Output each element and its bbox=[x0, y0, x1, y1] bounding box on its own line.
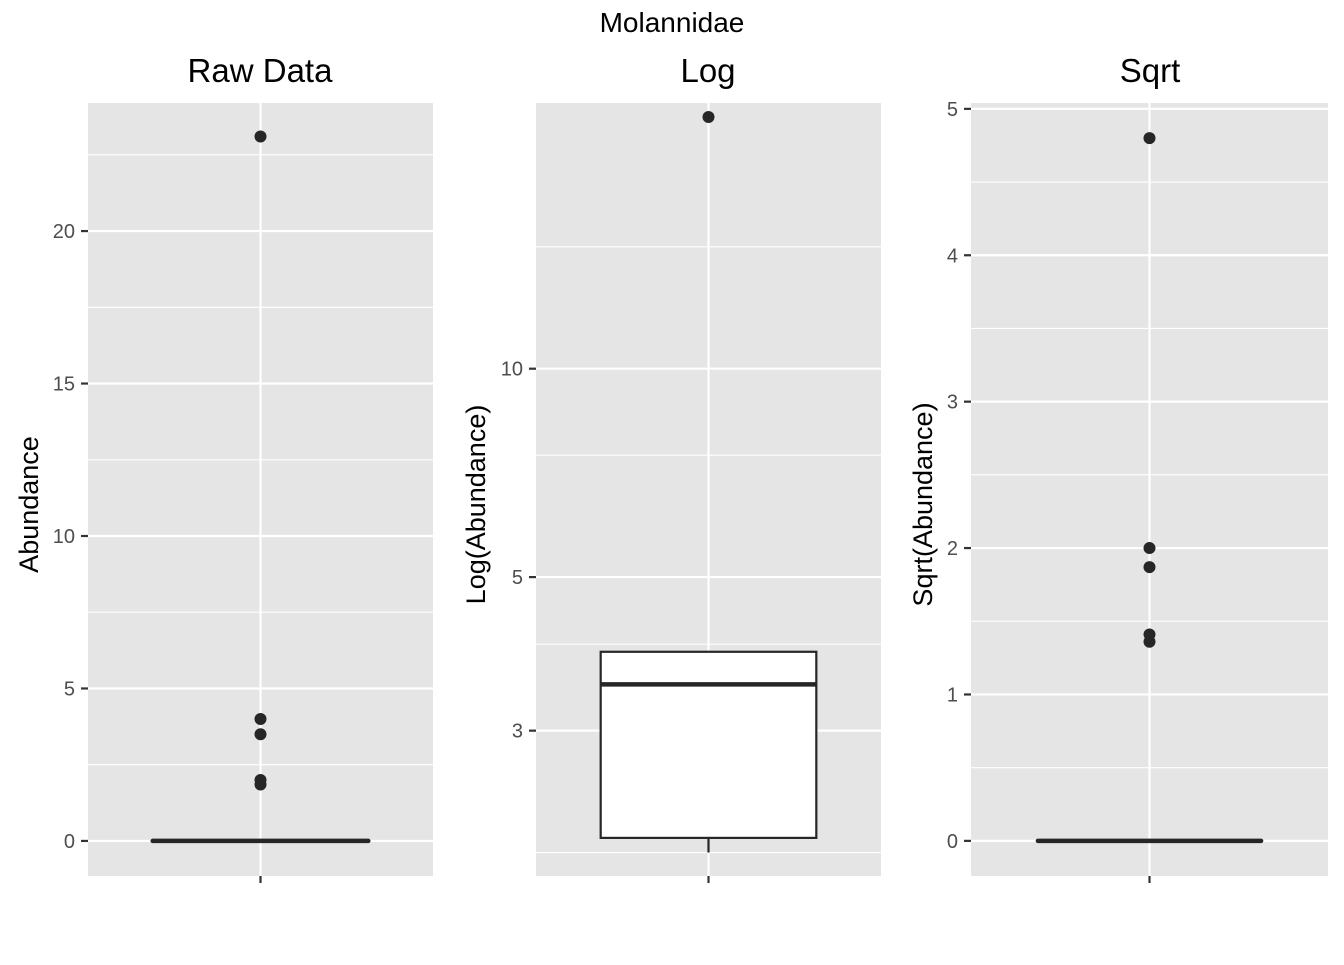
outlier-point bbox=[254, 130, 267, 143]
outlier-point bbox=[1143, 628, 1156, 641]
y-tick-label: 10 bbox=[501, 359, 523, 381]
outlier-point bbox=[254, 728, 267, 741]
y-tick-label: 20 bbox=[53, 221, 75, 243]
outlier-point bbox=[1143, 542, 1156, 555]
y-axis-label: Sqrt(Abundance) bbox=[908, 402, 938, 606]
y-tick-label: 3 bbox=[947, 392, 958, 414]
outlier-point bbox=[1143, 561, 1156, 574]
panel-2: 3 5 10 Log Log(Abundance) bbox=[461, 52, 881, 883]
y-tick-label: 3 bbox=[512, 721, 523, 743]
y-tick-label: 1 bbox=[947, 684, 958, 706]
outlier-point bbox=[254, 712, 267, 725]
panel-title: Sqrt bbox=[1120, 52, 1181, 89]
y-axis-label: Abundance bbox=[14, 436, 44, 573]
y-tick-label: 5 bbox=[512, 567, 523, 589]
panel-3: 0 1 2 3 4 5 Sqrt Sqrt(Abundance) bbox=[908, 52, 1328, 883]
y-tick-label: 0 bbox=[64, 831, 75, 853]
y-tick-label: 15 bbox=[53, 374, 75, 396]
y-axis-label: Log(Abundance) bbox=[461, 405, 491, 605]
y-tick-label: 10 bbox=[53, 526, 75, 548]
outlier-point bbox=[254, 773, 267, 786]
y-tick-label: 5 bbox=[947, 99, 958, 121]
panel-title: Raw Data bbox=[188, 52, 334, 89]
box-iqr bbox=[599, 650, 818, 839]
y-tick-label: 4 bbox=[947, 245, 958, 267]
panel-1: 0 5 10 15 20 Raw Data Abundance bbox=[14, 52, 433, 883]
y-tick-label: 2 bbox=[947, 538, 958, 560]
figure-title: Molannidae bbox=[600, 7, 745, 38]
y-tick-label: 0 bbox=[947, 831, 958, 853]
outlier-point bbox=[1143, 132, 1156, 145]
outlier-point bbox=[702, 110, 715, 123]
y-tick-label: 5 bbox=[64, 678, 75, 700]
panel-title: Log bbox=[680, 52, 735, 89]
